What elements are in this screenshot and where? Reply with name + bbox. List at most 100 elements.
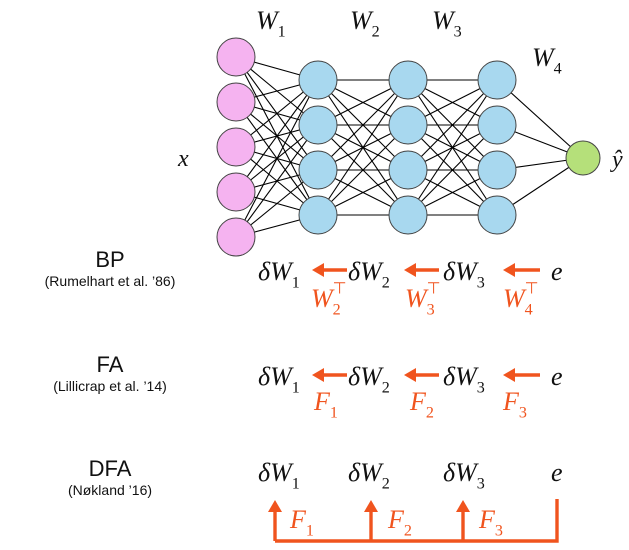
method-name: BP [95,247,125,272]
network-edge [235,79,319,193]
hidden-neuron [388,60,428,100]
bp-arrow-2-head [404,263,416,277]
weight-label-w1: W1 [256,6,286,40]
network-labels: x ŷ W1 W2 W3 W4 [177,6,623,173]
network-edge [235,79,319,238]
delta-w2-row2-sub: 2 [382,379,390,396]
delta-w3-row2-sub: 3 [477,379,485,396]
hidden-neuron [298,195,338,235]
bp-feedback-w2-text: W2⊤ [311,280,347,318]
delta-w3-row2-text: δW3 [443,362,485,396]
delta-w2-row3: δW2 [348,458,390,492]
hidden-neuron [298,150,338,190]
method-citation: (Nøkland ’16) [67,482,153,498]
dfa-feedback-f3-sub: 3 [495,522,503,539]
method-label-bp: BP (Rumelhart et al. ’86) [10,248,210,290]
delta-w3-row1-sub: 3 [477,274,485,291]
network-edge [407,79,498,216]
network-edge [407,79,498,171]
fa-feedback-f2-text: F2 [409,387,434,421]
network-edge [317,79,409,216]
bp-feedback-w3-sup: ⊤ [427,280,441,297]
method-label-fa: FA (Lillicrap et al. ’14) [10,353,210,395]
weight-label-w3: W3 [432,6,462,40]
method-label-dfa: DFA (Nøkland ’16) [10,457,210,499]
fa-feedback-f3-sub: 3 [519,404,527,421]
network-edge [317,124,409,216]
bp-feedback-w4-sup: ⊤ [525,280,539,297]
bp-feedback-w2: W2⊤ [311,280,347,318]
dfa-feedback-f2-text: F2 [387,505,412,539]
dfa-feedback-f1: F1 [289,505,314,539]
fa-feedback-f3: F3 [502,387,527,421]
fa-feedback-f1-text: F1 [313,387,338,421]
weight-label-w4-sub: 4 [554,60,562,77]
error-term-row1: e [551,257,563,286]
dfa-arrow-2-head [364,500,378,512]
input-neuron [216,127,256,167]
bp-feedback-w3-text: W3⊤ [405,280,441,318]
delta-w1-row3: δW1 [258,458,300,492]
delta-w2-row1-sub: 2 [382,274,390,291]
fa-feedback-f1-sub: 1 [330,404,338,421]
input-neuron [216,217,256,257]
bp-feedback-w4-text: W4⊤ [503,280,539,318]
method-citation: (Lillicrap et al. ’14) [53,378,167,394]
weight-label-w2-sub: 2 [372,23,380,40]
error-term-row3: e [551,458,563,487]
dfa-feedback-f2-sub: 2 [404,522,412,539]
delta-w1-row1-sub: 1 [292,274,300,291]
error-term-row2: e [551,362,563,391]
fa-feedback-f1: F1 [313,387,338,421]
fa-arrow-1-head [312,368,324,382]
bp-feedback-w3-sub: 3 [427,301,435,318]
bp-feedback-w4: W4⊤ [503,280,539,318]
fa-arrow-2-head [404,368,416,382]
dfa-feedback-f1-sub: 1 [306,522,314,539]
delta-w3-row1: δW3 [443,257,485,291]
delta-w1-row3-text: δW1 [258,458,300,492]
output-label-yhat: ŷ [610,147,623,173]
delta-w1-row2-text: δW1 [258,362,300,396]
weight-label-w2: W2 [350,6,380,40]
input-label-x: x [177,146,189,172]
weight-label-w2-text: W2 [350,6,380,40]
delta-w2-row1-text: δW2 [348,257,390,291]
delta-w2-row3-text: δW2 [348,458,390,492]
delta-w3-row1-text: δW3 [443,257,485,291]
delta-w2-row2-text: δW2 [348,362,390,396]
hidden-neuron [388,105,428,145]
hidden-neuron [298,60,338,100]
input-neuron [216,172,256,212]
delta-w2-row1: δW2 [348,257,390,291]
hidden-neuron [477,60,517,100]
fa-feedback-f3-text: F3 [502,387,527,421]
delta-w2-row2: δW2 [348,362,390,396]
weight-label-w4-text: W4 [532,43,562,77]
method-name: DFA [88,456,132,481]
fa-feedback-f2-sub: 2 [426,404,434,421]
weight-label-w1-text: W1 [256,6,286,40]
update-arrows [268,263,559,543]
bp-feedback-w2-sub: 2 [333,301,341,318]
hidden-neuron [388,150,428,190]
weight-label-w4: W4 [532,43,562,77]
hidden-neuron [298,105,338,145]
delta-w1-row3-sub: 1 [292,475,300,492]
bp-feedback-w4-sub: 4 [525,301,533,318]
bp-arrow-3-head [503,263,515,277]
dfa-feedback-f3-text: F3 [478,505,503,539]
method-citation: (Rumelhart et al. ’86) [44,273,176,289]
dfa-feedback-f1-text: F1 [289,505,314,539]
dfa-arrow-3-head [456,500,470,512]
delta-w3-row2: δW3 [443,362,485,396]
output-neuron [565,140,601,176]
delta-w3-row3: δW3 [443,458,485,492]
delta-w1-row1-text: δW1 [258,257,300,291]
delta-w3-row3-text: δW3 [443,458,485,492]
weight-label-w3-text: W3 [432,6,462,40]
delta-w2-row3-sub: 2 [382,475,390,492]
weight-label-w3-sub: 3 [454,23,462,40]
